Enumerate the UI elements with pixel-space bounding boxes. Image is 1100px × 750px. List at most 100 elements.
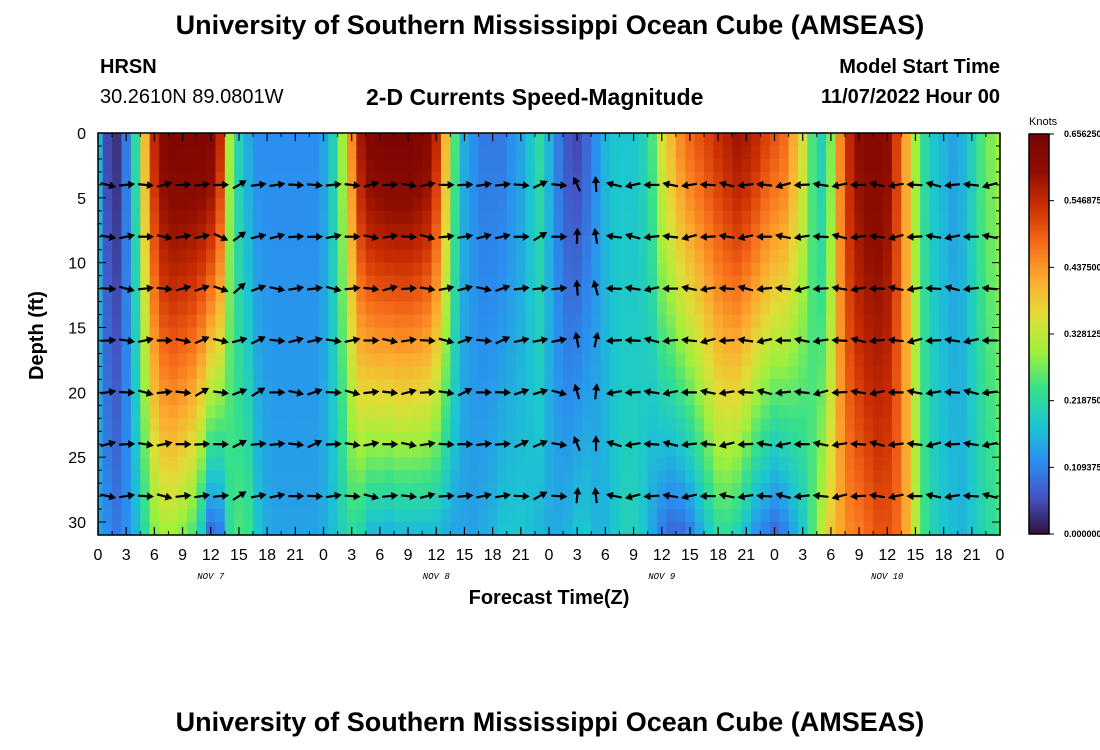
- heat-cell: [600, 288, 611, 303]
- heat-cell: [929, 353, 940, 368]
- heat-cell: [98, 184, 104, 199]
- heat-cell: [835, 314, 846, 329]
- x-tick-label: 12: [653, 547, 671, 564]
- heat-cell: [271, 444, 282, 458]
- heat-cell: [478, 158, 489, 173]
- heat-cell: [863, 405, 874, 419]
- heat-cell: [112, 366, 123, 380]
- heat-cell: [638, 444, 649, 458]
- heat-cell: [149, 145, 160, 160]
- heat-cell: [610, 197, 621, 212]
- heat-cell: [816, 431, 827, 445]
- heat-cell: [760, 275, 771, 290]
- heat-cell: [657, 366, 668, 380]
- vector-arrow: [232, 491, 247, 501]
- heat-cell: [215, 145, 226, 160]
- heat-cell: [469, 314, 480, 329]
- heat-cell: [732, 353, 743, 368]
- heat-cell: [863, 470, 874, 484]
- heat-cell: [112, 158, 123, 173]
- heat-cell: [337, 236, 348, 251]
- heat-cell: [168, 133, 179, 147]
- heat-cell: [253, 236, 264, 251]
- heat-cell: [403, 496, 414, 510]
- heat-cell: [112, 457, 123, 471]
- heat-cell: [938, 483, 949, 497]
- heat-cell: [948, 327, 959, 342]
- heat-cell: [563, 158, 574, 173]
- heat-cell: [835, 301, 846, 316]
- heat-cell: [149, 444, 160, 458]
- heat-cell: [234, 366, 245, 380]
- heat-cell: [422, 210, 433, 225]
- heat-cell: [920, 236, 931, 251]
- vector-arrow: [363, 492, 380, 501]
- heat-cell: [675, 275, 686, 290]
- heat-cell: [497, 483, 508, 497]
- heat-cell: [976, 496, 987, 510]
- heat-cell: [788, 340, 799, 355]
- heat-cell: [365, 418, 376, 432]
- heat-cell: [985, 496, 996, 510]
- heat-cell: [318, 197, 329, 212]
- heat-cell: [440, 366, 451, 380]
- heat-cell: [647, 249, 658, 264]
- heat-cell: [910, 431, 921, 445]
- heat-cell: [704, 249, 715, 264]
- heat-cell: [769, 171, 780, 186]
- heat-cell: [732, 327, 743, 342]
- heat-cell: [318, 379, 329, 393]
- heat-cell: [995, 327, 1001, 342]
- heat-cell: [732, 418, 743, 432]
- heat-cell: [431, 392, 442, 406]
- heat-cell: [525, 314, 536, 329]
- heat-cell: [657, 301, 668, 316]
- heat-cell: [760, 301, 771, 316]
- heat-cell: [826, 275, 837, 290]
- heat-cell: [300, 379, 311, 393]
- heat-cell: [694, 457, 705, 471]
- heat-cell: [563, 184, 574, 199]
- heat-cell: [769, 158, 780, 173]
- heat-cell: [112, 496, 123, 510]
- heat-cell: [130, 392, 141, 406]
- heat-cell: [760, 366, 771, 380]
- heat-cell: [98, 158, 104, 173]
- heat-cell: [309, 197, 320, 212]
- heat-cell: [948, 392, 959, 406]
- heat-cell: [732, 262, 743, 277]
- heat-cell: [967, 249, 978, 264]
- heat-cell: [534, 366, 545, 380]
- heat-cell: [478, 483, 489, 497]
- heat-cell: [469, 457, 480, 471]
- heat-cell: [891, 340, 902, 355]
- heat-cell: [751, 392, 762, 406]
- heat-cell: [412, 522, 423, 536]
- heat-cell: [581, 431, 592, 445]
- heat-cell: [816, 236, 827, 251]
- heat-cell: [440, 509, 451, 523]
- heat-cell: [666, 275, 677, 290]
- heat-cell: [816, 392, 827, 406]
- heat-cell: [440, 418, 451, 432]
- vector-arrow: [250, 284, 267, 293]
- heat-cell: [140, 457, 151, 471]
- heat-cell: [168, 457, 179, 471]
- heat-cell: [704, 197, 715, 212]
- heat-cell: [722, 392, 733, 406]
- heat-cell: [666, 184, 677, 199]
- heat-cell: [957, 314, 968, 329]
- heat-cell: [384, 431, 395, 445]
- heat-cell: [365, 327, 376, 342]
- heat-cell: [675, 133, 686, 147]
- heat-cell: [393, 301, 404, 316]
- vector-arrow: [250, 336, 266, 345]
- heat-cell: [121, 145, 132, 160]
- heat-cell: [760, 522, 771, 536]
- heat-cell: [140, 171, 151, 186]
- heat-cell: [797, 184, 808, 199]
- heat-cell: [910, 288, 921, 303]
- heat-cell: [581, 379, 592, 393]
- heat-cell: [976, 314, 987, 329]
- heat-cell: [121, 509, 132, 523]
